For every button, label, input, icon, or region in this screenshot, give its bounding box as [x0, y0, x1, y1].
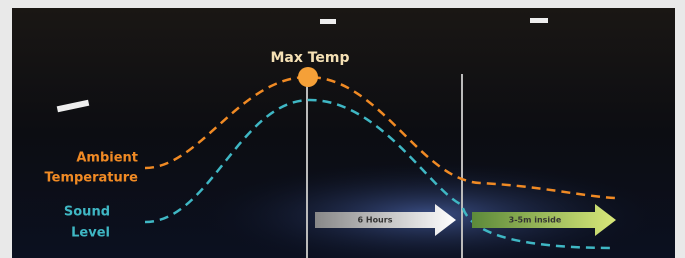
arrow-label: 3-5m inside — [509, 216, 562, 225]
curve-label: Ambient — [76, 151, 138, 166]
peak-dot — [298, 67, 318, 87]
curve-label: Level — [71, 226, 110, 241]
page: Max Temp Ambient Temperature Sound Level… — [0, 0, 685, 258]
light — [320, 19, 336, 24]
curve-label: Sound — [64, 205, 110, 220]
peak-label: Max Temp — [270, 50, 349, 66]
infographic: Max Temp Ambient Temperature Sound Level… — [0, 0, 685, 258]
light — [530, 18, 548, 23]
curve-label: Temperature — [44, 171, 138, 186]
arrow-label: 6 Hours — [358, 216, 393, 225]
